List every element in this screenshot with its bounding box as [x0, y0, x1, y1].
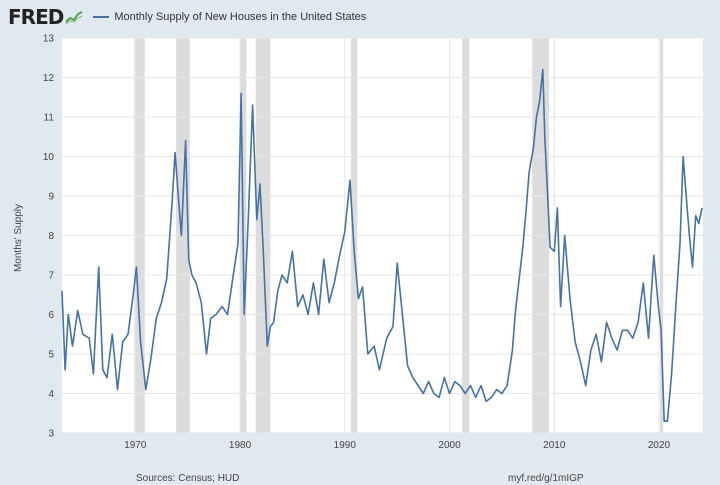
chart-legend: Monthly Supply of New Houses in the Unit… — [93, 11, 366, 23]
y-tick-label-4: 4 — [48, 389, 54, 400]
axis-labels: 3 4 5 6 7 8 9 10 11 12 13 1970 1980 1990 2000 2010 2020 — [43, 34, 671, 452]
series-layer — [61, 68, 703, 423]
x-tick-label-1980: 1980 — [229, 440, 252, 451]
legend-swatch — [93, 16, 110, 18]
y-tick-label-13: 13 — [43, 34, 55, 45]
fred-logo-chart-icon — [65, 9, 84, 25]
legend-label: Monthly Supply of New Houses in the Unit… — [114, 11, 367, 23]
x-tick-label-1970: 1970 — [124, 440, 147, 451]
y-tick-label-12: 12 — [43, 73, 55, 84]
fred-logo[interactable]: FRED — [8, 5, 64, 29]
sources-note: Sources: Census; HUD — [136, 473, 240, 484]
y-axis-label: Months' Supply — [13, 204, 24, 272]
y-tick-label-10: 10 — [43, 152, 55, 163]
chart-header: FRED Monthly Supply of New Houses in the… — [8, 5, 366, 29]
y-tick-label-8: 8 — [48, 231, 54, 242]
y-tick-label-3: 3 — [48, 429, 54, 440]
y-tick-label-9: 9 — [48, 192, 54, 203]
series-line-0 — [61, 68, 703, 423]
x-tick-label-2010: 2010 — [543, 440, 566, 451]
y-tick-label-5: 5 — [48, 350, 54, 361]
x-tick-label-2000: 2000 — [438, 440, 461, 451]
x-tick-label-2020: 2020 — [648, 440, 671, 451]
x-tick-label-1990: 1990 — [334, 440, 357, 451]
short-link[interactable]: myf.red/g/1mIGP — [508, 473, 584, 484]
y-tick-label-7: 7 — [48, 271, 54, 282]
y-tick-label-6: 6 — [48, 310, 54, 321]
grid-lines — [62, 37, 703, 434]
y-tick-label-11: 11 — [44, 113, 55, 124]
